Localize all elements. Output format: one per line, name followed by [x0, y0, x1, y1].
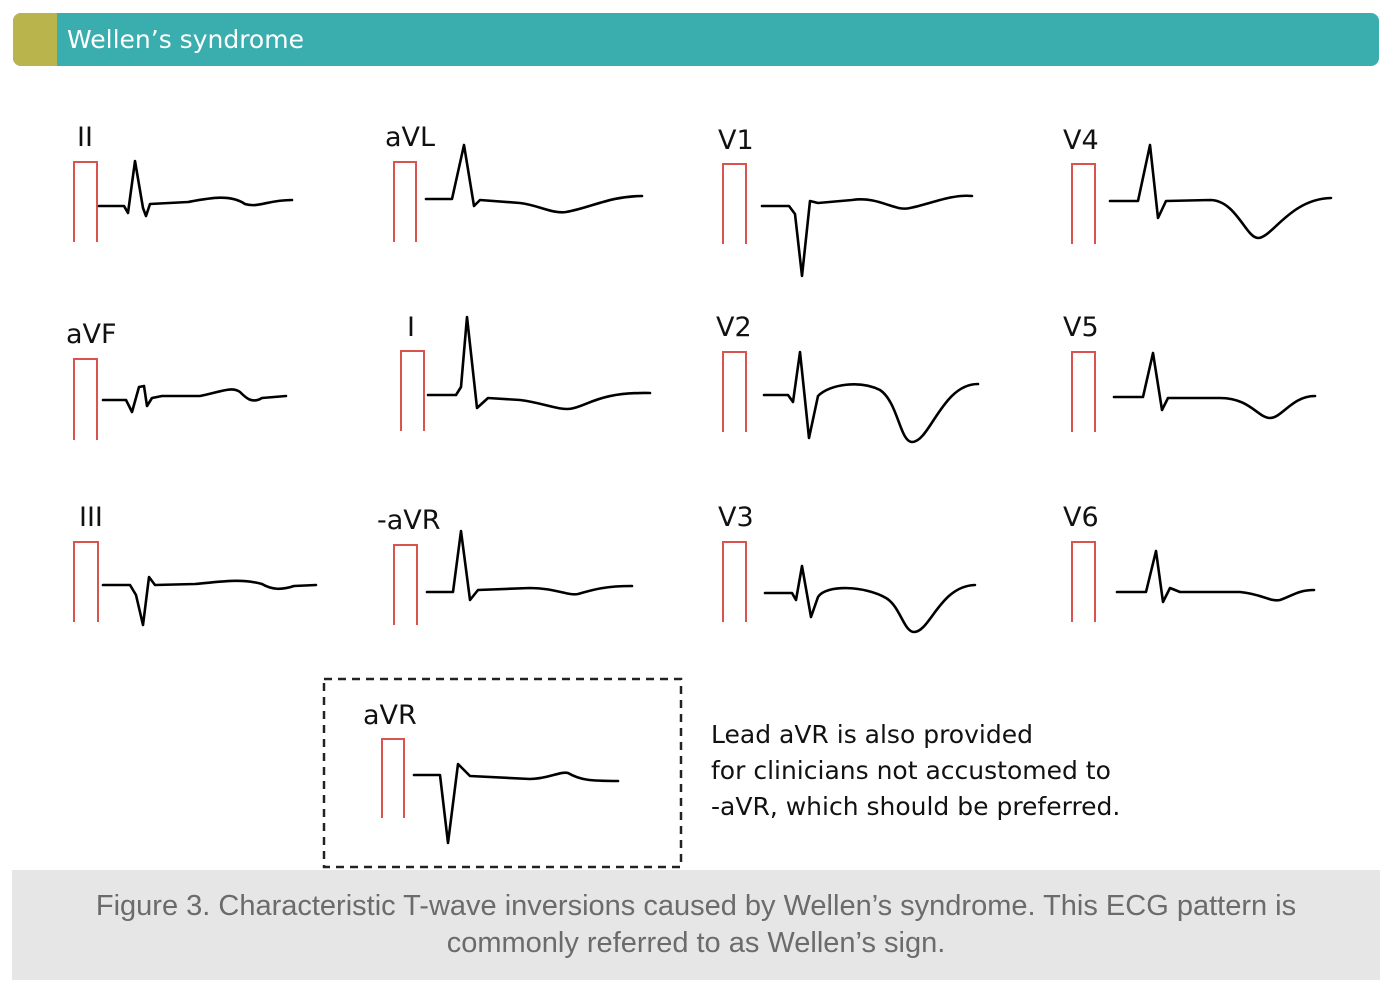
- lead-avr-calibration: [381, 738, 405, 818]
- lead-neg-avr-calibration: [393, 544, 418, 625]
- lead-v2-panel: V2: [716, 312, 980, 444]
- note-line-3: -aVR, which should be preferred.: [711, 792, 1120, 821]
- lead-avr-label: aVR: [363, 700, 417, 731]
- lead-neg-avr-trace: [425, 529, 634, 602]
- lead-avf-label: aVF: [66, 319, 117, 350]
- lead-v5-trace: [1112, 351, 1317, 420]
- lead-v4-trace: [1108, 143, 1333, 240]
- lead-v4-panel: V4: [1063, 125, 1333, 244]
- lead-neg-avr-label: -aVR: [377, 505, 441, 536]
- lead-neg-avr-panel: -aVR: [377, 505, 634, 625]
- lead-v3-panel: V3: [718, 502, 977, 634]
- lead-v1-panel: V1: [718, 125, 974, 278]
- lead-ii-label: II: [77, 122, 93, 153]
- title-bar-accent: [13, 13, 57, 66]
- lead-v5-label: V5: [1063, 312, 1099, 343]
- lead-avl-trace: [424, 143, 644, 214]
- note-line-1: Lead aVR is also provided: [711, 720, 1033, 749]
- page-title: Wellen’s syndrome: [67, 25, 304, 54]
- avr-dashed-box: [322, 677, 683, 869]
- figure-caption-text: Figure 3. Characteristic T-wave inversio…: [95, 890, 1297, 959]
- note-line-2: for clinicians not accustomed to: [711, 756, 1111, 785]
- lead-ii-calibration: [73, 161, 98, 242]
- lead-v2-label: V2: [716, 312, 752, 343]
- lead-i-panel: I: [400, 312, 652, 431]
- lead-v6-trace: [1115, 549, 1316, 604]
- avr-note: Lead aVR is also provided for clinicians…: [711, 720, 1120, 821]
- lead-i-calibration: [400, 350, 425, 431]
- lead-i-trace: [426, 315, 652, 411]
- lead-v5-panel: V5: [1063, 312, 1317, 432]
- lead-v6-panel: V6: [1063, 502, 1316, 622]
- lead-iii-panel: III: [73, 502, 318, 627]
- lead-avf-trace: [101, 384, 288, 414]
- title-bar: Wellen’s syndrome: [13, 13, 1379, 66]
- lead-v1-label: V1: [718, 125, 754, 156]
- lead-v1-calibration: [722, 163, 747, 244]
- lead-avr-trace: [412, 762, 620, 845]
- lead-ii-panel: II: [73, 122, 294, 242]
- lead-v1-trace: [760, 194, 974, 278]
- lead-v3-label: V3: [718, 502, 754, 533]
- lead-avl-panel: aVL: [385, 122, 644, 242]
- lead-v3-calibration: [722, 541, 747, 622]
- lead-v4-label: V4: [1063, 125, 1099, 156]
- lead-v5-calibration: [1071, 351, 1096, 432]
- figure-caption: Figure 3. Characteristic T-wave inversio…: [12, 870, 1380, 980]
- lead-v6-label: V6: [1063, 502, 1099, 533]
- lead-iii-calibration: [73, 541, 99, 622]
- lead-v2-trace: [762, 350, 980, 444]
- lead-i-label: I: [407, 312, 415, 343]
- avr-reference-panel: aVR: [322, 677, 683, 869]
- lead-v2-calibration: [722, 351, 747, 432]
- lead-v3-trace: [763, 564, 977, 634]
- lead-avf-calibration: [73, 358, 98, 440]
- lead-v4-calibration: [1071, 163, 1096, 244]
- lead-iii-label: III: [79, 502, 103, 533]
- lead-ii-trace: [97, 159, 294, 218]
- lead-avl-calibration: [393, 161, 417, 242]
- lead-v6-calibration: [1071, 541, 1096, 622]
- lead-iii-trace: [101, 575, 318, 627]
- lead-avl-label: aVL: [385, 122, 435, 153]
- lead-avf-panel: aVF: [66, 319, 288, 440]
